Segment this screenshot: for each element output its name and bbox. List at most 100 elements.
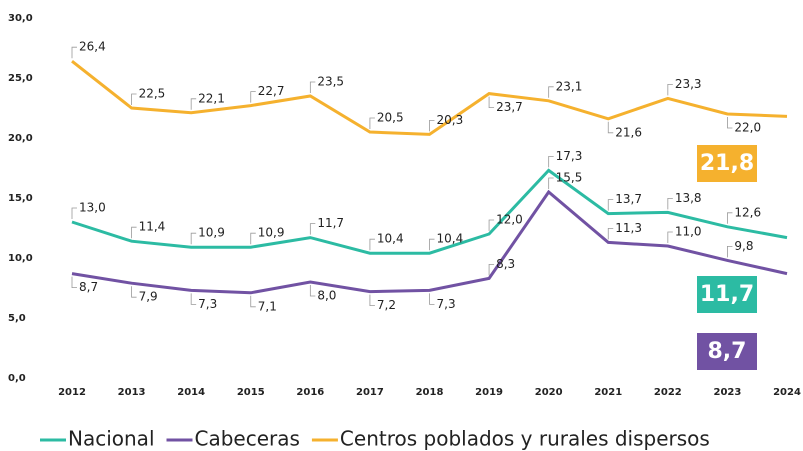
data-label: 26,4 — [79, 40, 106, 54]
data-label: 23,7 — [496, 100, 523, 114]
label-leader — [607, 121, 614, 134]
data-label: 11,4 — [139, 220, 166, 234]
x-tick-label: 2019 — [475, 387, 503, 398]
data-label: 11,0 — [675, 225, 702, 239]
label-leader — [369, 117, 375, 129]
label-leader — [71, 276, 77, 288]
label-leader — [607, 199, 614, 211]
label-leader — [71, 207, 77, 219]
data-label: 11,3 — [615, 221, 642, 235]
x-tick-label: 2018 — [416, 387, 444, 398]
label-leader — [309, 223, 316, 235]
data-label: 22,7 — [258, 84, 285, 98]
series-line — [71, 60, 788, 136]
data-label: 8,3 — [496, 257, 515, 271]
y-tick-label: 15,0 — [8, 193, 33, 204]
label-leader — [131, 226, 137, 239]
data-label: 17,3 — [556, 149, 583, 163]
data-label: 21,6 — [615, 125, 642, 139]
data-label: 21,8 — [700, 151, 754, 176]
label-leader — [250, 295, 256, 308]
label-leader — [71, 46, 77, 59]
label-leader — [548, 177, 554, 189]
label-leader — [250, 232, 256, 245]
label-leader — [548, 86, 554, 98]
series-line — [71, 168, 788, 255]
label-leader — [190, 293, 197, 305]
legend-label: Cabeceras — [195, 427, 300, 451]
label-leader — [548, 156, 554, 168]
x-tick-label: 2016 — [296, 387, 324, 398]
label-leader — [667, 198, 673, 210]
series-line — [71, 189, 788, 295]
data-label: 13,8 — [675, 191, 702, 205]
label-leader — [309, 81, 316, 93]
label-leader — [429, 293, 435, 305]
data-label: 23,5 — [317, 75, 344, 89]
data-label: 15,5 — [556, 171, 583, 185]
data-label: 7,2 — [377, 298, 396, 312]
label-leader — [190, 98, 197, 110]
x-tick-label: 2021 — [594, 387, 622, 398]
y-tick-label: 25,0 — [8, 73, 33, 84]
label-leader — [429, 238, 435, 251]
label-leader — [190, 232, 197, 245]
y-tick-label: 10,0 — [8, 253, 33, 264]
data-label: 23,3 — [675, 77, 702, 91]
x-tick-label: 2020 — [535, 387, 563, 398]
data-label: 22,0 — [734, 121, 761, 135]
label-leader — [488, 219, 495, 231]
data-label: 22,1 — [198, 91, 225, 105]
x-tick-label: 2023 — [713, 387, 741, 398]
data-label: 13,0 — [79, 201, 106, 215]
label-leader — [369, 294, 375, 306]
legend-label: Centros poblados y rurales dispersos — [340, 427, 710, 451]
data-label: 7,1 — [258, 299, 277, 313]
data-label: 10,9 — [198, 226, 225, 240]
label-leader — [131, 93, 137, 105]
label-leader — [488, 264, 495, 276]
label-leader — [488, 96, 495, 108]
data-label: 10,4 — [437, 232, 464, 246]
data-label: 10,4 — [377, 232, 404, 246]
label-leader — [607, 228, 614, 240]
data-label: 12,6 — [734, 205, 761, 219]
label-leader — [369, 238, 375, 251]
data-label: 12,0 — [496, 213, 523, 227]
data-label: 7,9 — [139, 290, 158, 304]
data-label: 22,5 — [139, 87, 166, 101]
label-leader — [250, 91, 256, 103]
label-leader — [727, 246, 733, 258]
legend-label: Nacional — [68, 427, 155, 451]
y-tick-label: 30,0 — [8, 13, 33, 24]
x-tick-label: 2017 — [356, 387, 384, 398]
data-label: 20,5 — [377, 111, 404, 125]
x-tick-label: 2014 — [177, 387, 205, 398]
data-label: 11,7 — [700, 282, 754, 307]
y-tick-label: 20,0 — [8, 133, 33, 144]
label-leader — [429, 120, 435, 132]
data-label: 7,3 — [437, 297, 456, 311]
value-box — [697, 333, 757, 370]
data-label: 11,7 — [317, 216, 344, 230]
data-label: 23,1 — [556, 79, 583, 93]
data-label: 7,3 — [198, 297, 217, 311]
label-leader — [667, 231, 673, 243]
data-label: 8,7 — [79, 280, 98, 294]
data-label: 8,0 — [317, 289, 336, 303]
label-leader — [667, 84, 673, 96]
label-leader — [727, 212, 733, 224]
y-tick-label: 0,0 — [8, 373, 26, 384]
value-box — [697, 145, 757, 182]
x-tick-label: 2015 — [237, 387, 265, 398]
label-leader — [131, 286, 137, 298]
x-tick-label: 2013 — [118, 387, 146, 398]
data-label: 10,9 — [258, 226, 285, 240]
value-box — [697, 276, 757, 313]
data-label: 20,3 — [437, 113, 464, 127]
data-label: 9,8 — [734, 239, 753, 253]
x-tick-label: 2012 — [58, 387, 86, 398]
label-leader — [727, 117, 733, 129]
data-label: 13,7 — [615, 192, 642, 206]
